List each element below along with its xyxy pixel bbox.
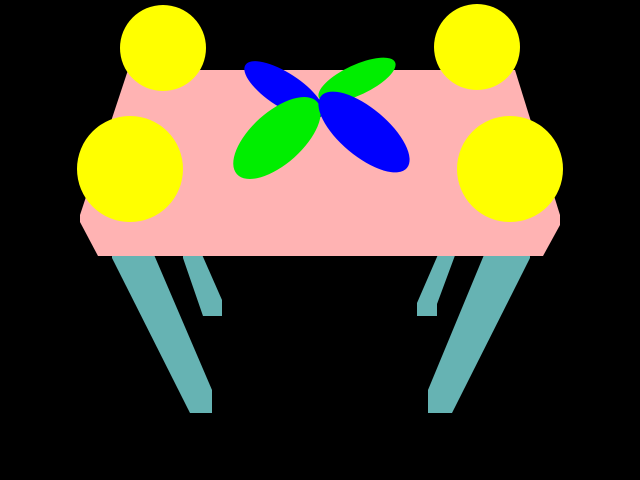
pinwheel-blade-green-bottom	[233, 97, 321, 179]
pinwheel-blade-blue-bottom	[318, 91, 410, 173]
table-leg-front-right	[428, 250, 530, 413]
pinwheel-blade-green-top	[318, 57, 396, 103]
ball-front-right	[457, 116, 563, 222]
table-leg-back-right	[417, 250, 457, 316]
table-leg-front-left	[112, 250, 212, 413]
ball-back-left	[120, 5, 206, 91]
ball-back-right	[434, 4, 520, 90]
table-top	[80, 70, 560, 256]
pinwheel	[233, 57, 410, 179]
ball-front-left	[77, 116, 183, 222]
table-leg-back-left	[183, 250, 222, 316]
